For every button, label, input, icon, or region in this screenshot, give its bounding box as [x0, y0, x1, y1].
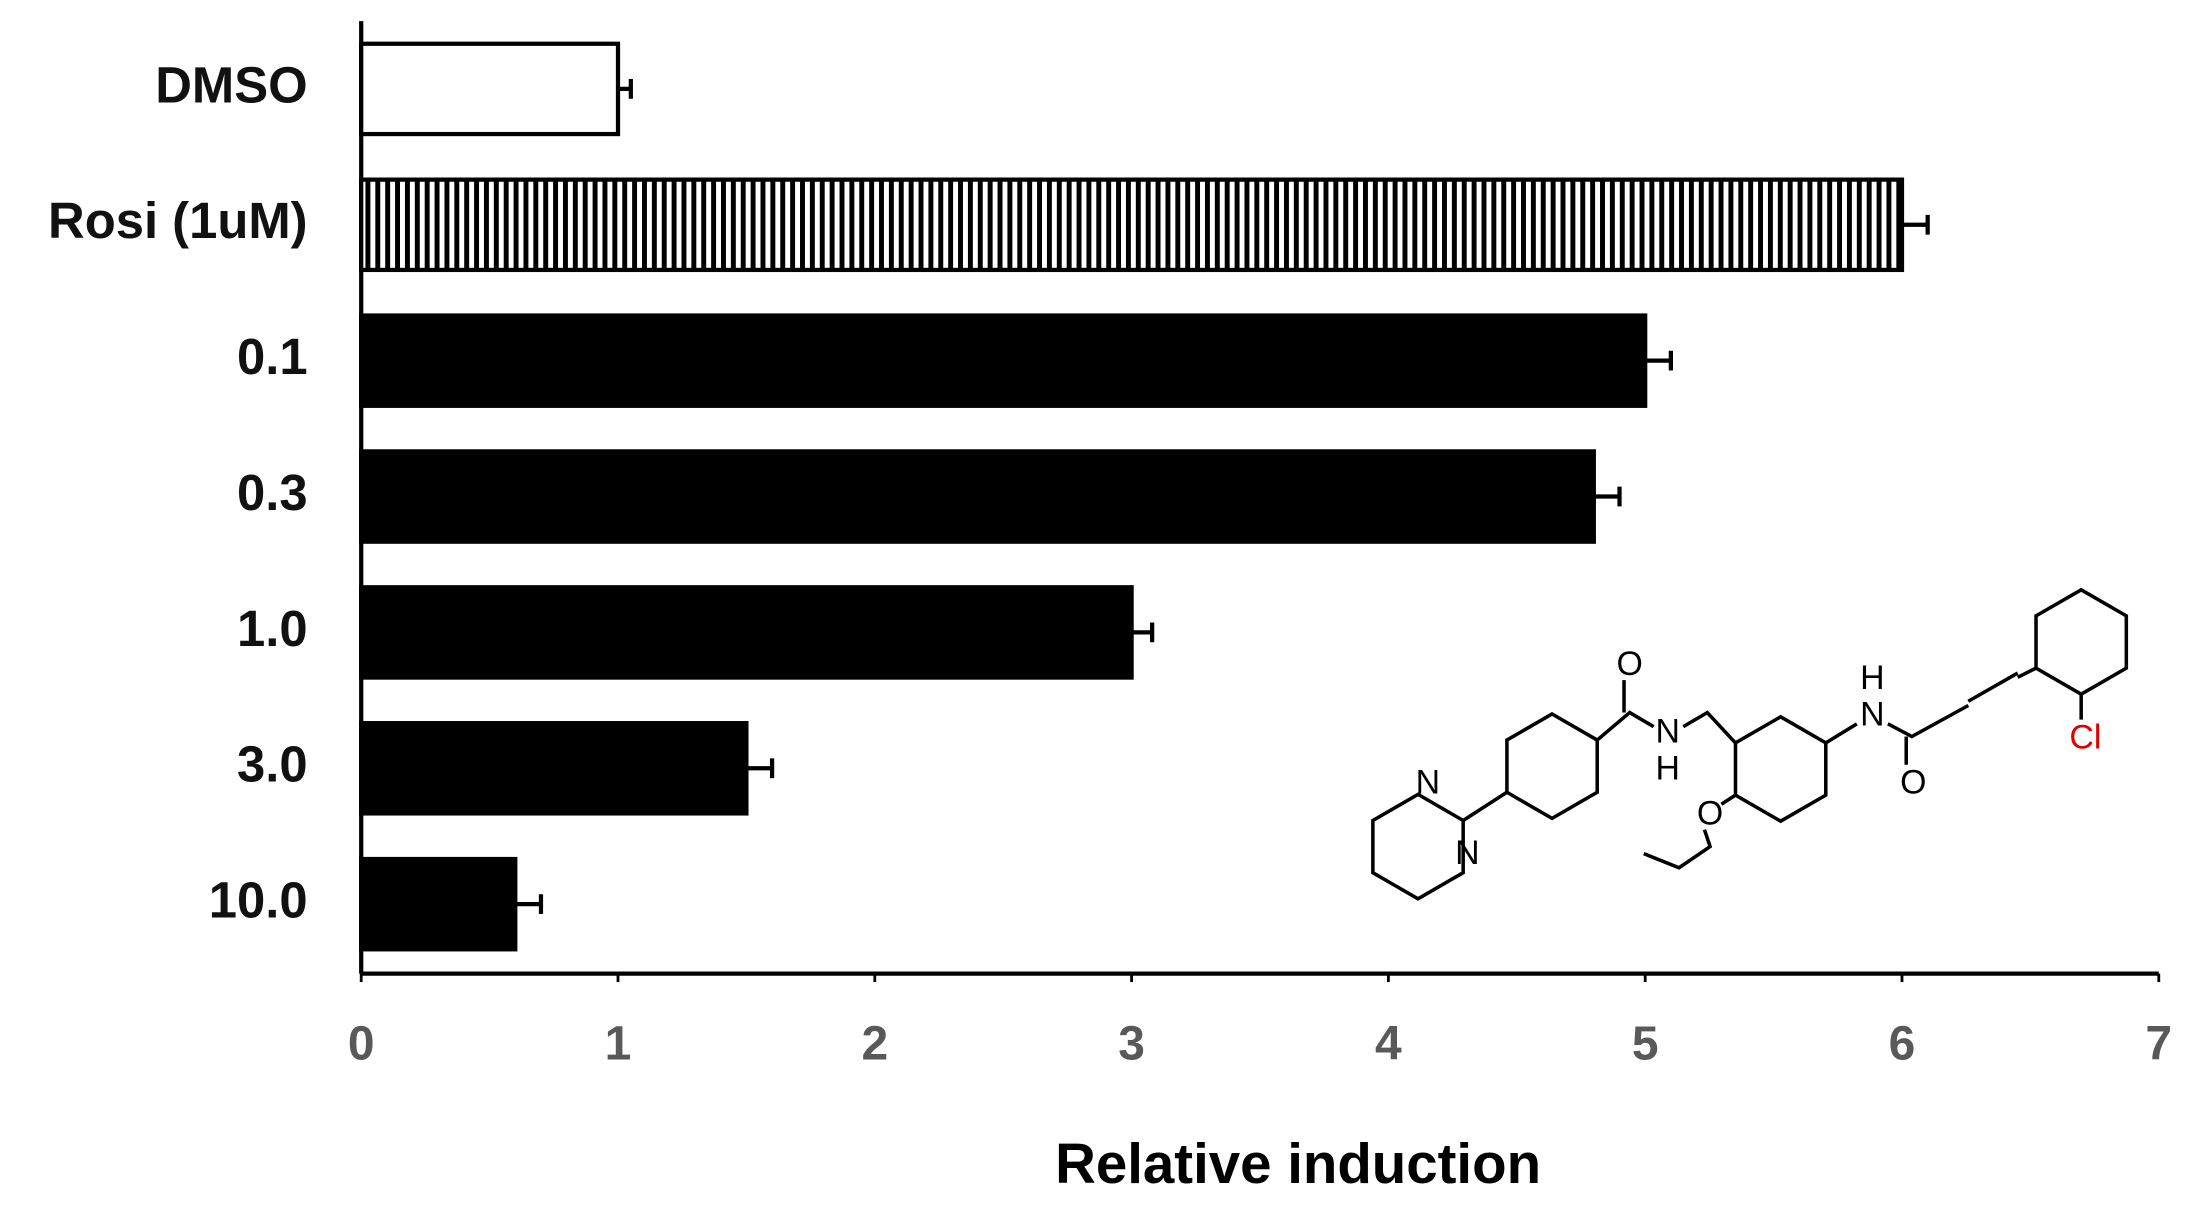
atom-label: O — [1900, 763, 1926, 801]
atom-label: N — [1656, 713, 1680, 751]
atom-label: H — [1860, 659, 1884, 697]
atom-label: N — [1455, 834, 1479, 872]
bar — [359, 313, 1648, 408]
bar — [359, 721, 749, 816]
y-tick-label: 0.3 — [237, 464, 308, 521]
bar — [359, 585, 1134, 680]
x-axis-title: Relative induction — [1055, 1132, 1541, 1195]
x-tick-label: 5 — [1632, 1018, 1659, 1071]
y-tick-label: 1.0 — [237, 600, 308, 657]
bar — [359, 41, 621, 137]
bar — [359, 856, 518, 952]
chemical-structure: N N O N H O H N O Cl — [1371, 587, 2129, 901]
y-tick-label: Rosi (1uM) — [48, 192, 308, 249]
atom-label: Cl — [2069, 718, 2101, 756]
bar — [359, 177, 1905, 273]
y-tick-label: 10.0 — [209, 872, 308, 929]
atom-label: O — [1697, 794, 1723, 832]
atom-label: N — [1416, 763, 1440, 801]
y-tick-label: 0.1 — [237, 328, 308, 385]
y-tick-label: 3.0 — [237, 736, 308, 793]
x-tick-label: 4 — [1375, 1018, 1402, 1071]
error-bar — [1645, 350, 1673, 371]
x-tick-label: 1 — [605, 1018, 632, 1071]
x-tick-label: 6 — [1889, 1018, 1916, 1071]
error-bar — [515, 894, 544, 915]
y-tick-label: DMSO — [155, 56, 307, 113]
x-tick-label: 0 — [348, 1018, 375, 1071]
x-tick-label: 7 — [2145, 1018, 2172, 1071]
atom-label: N — [1860, 696, 1884, 734]
bar — [359, 449, 1596, 544]
x-tick-label: 3 — [1118, 1018, 1145, 1071]
error-bar — [746, 758, 775, 779]
x-tick-label: 2 — [861, 1018, 888, 1071]
error-bar — [1901, 214, 1930, 235]
atom-label: H — [1656, 749, 1680, 787]
error-bar — [618, 79, 633, 99]
error-bar — [1593, 486, 1622, 507]
error-bar — [1131, 622, 1155, 643]
atom-label: O — [1616, 645, 1642, 683]
